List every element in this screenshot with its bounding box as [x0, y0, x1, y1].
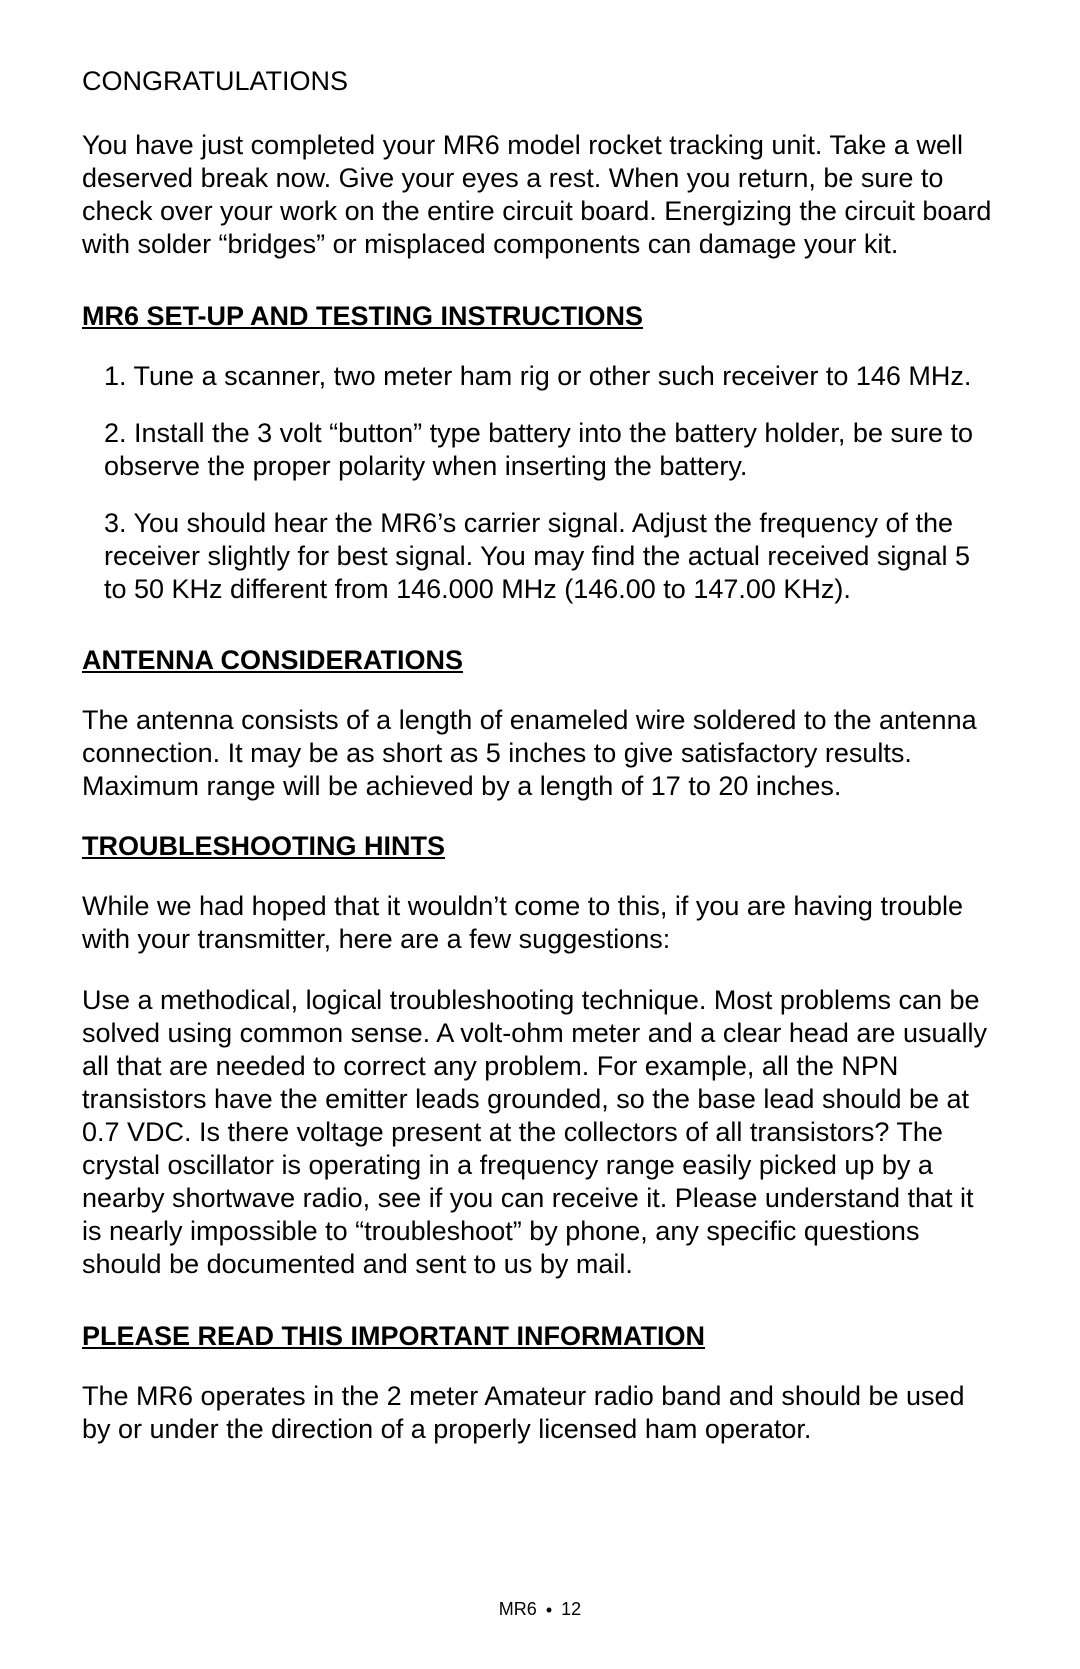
setup-step-1: 1. Tune a scanner, two meter ham rig or …: [104, 360, 998, 393]
footer-page-number: 12: [561, 1599, 581, 1619]
antenna-paragraph: The antenna consists of a length of enam…: [82, 704, 998, 803]
page-footer: MR6 • 12: [0, 1599, 1080, 1621]
antenna-heading: ANTENNA CONSIDERATIONS: [82, 645, 998, 676]
troubleshoot-body-paragraph: Use a methodical, logical troubleshootin…: [82, 984, 998, 1280]
setup-step-2: 2. Install the 3 volt “button” type batt…: [104, 417, 998, 483]
setup-heading: MR6 SET-UP AND TESTING INSTRUCTIONS: [82, 301, 998, 332]
important-paragraph: The MR6 operates in the 2 meter Amateur …: [82, 1380, 998, 1446]
footer-label: MR6: [499, 1599, 537, 1619]
setup-steps-list: 1. Tune a scanner, two meter ham rig or …: [82, 360, 998, 606]
congrats-paragraph: You have just completed your MR6 model r…: [82, 129, 998, 261]
congrats-heading: CONGRATULATIONS: [82, 64, 998, 99]
troubleshoot-heading: TROUBLESHOOTING HINTS: [82, 831, 998, 862]
troubleshoot-intro-paragraph: While we had hoped that it wouldn’t come…: [82, 890, 998, 956]
important-heading: PLEASE READ THIS IMPORTANT INFORMATION: [82, 1321, 998, 1352]
setup-step-3: 3. You should hear the MR6’s carrier sig…: [104, 507, 998, 606]
document-page: CONGRATULATIONS You have just completed …: [0, 0, 1080, 1669]
bullet-icon: •: [546, 1600, 552, 1621]
